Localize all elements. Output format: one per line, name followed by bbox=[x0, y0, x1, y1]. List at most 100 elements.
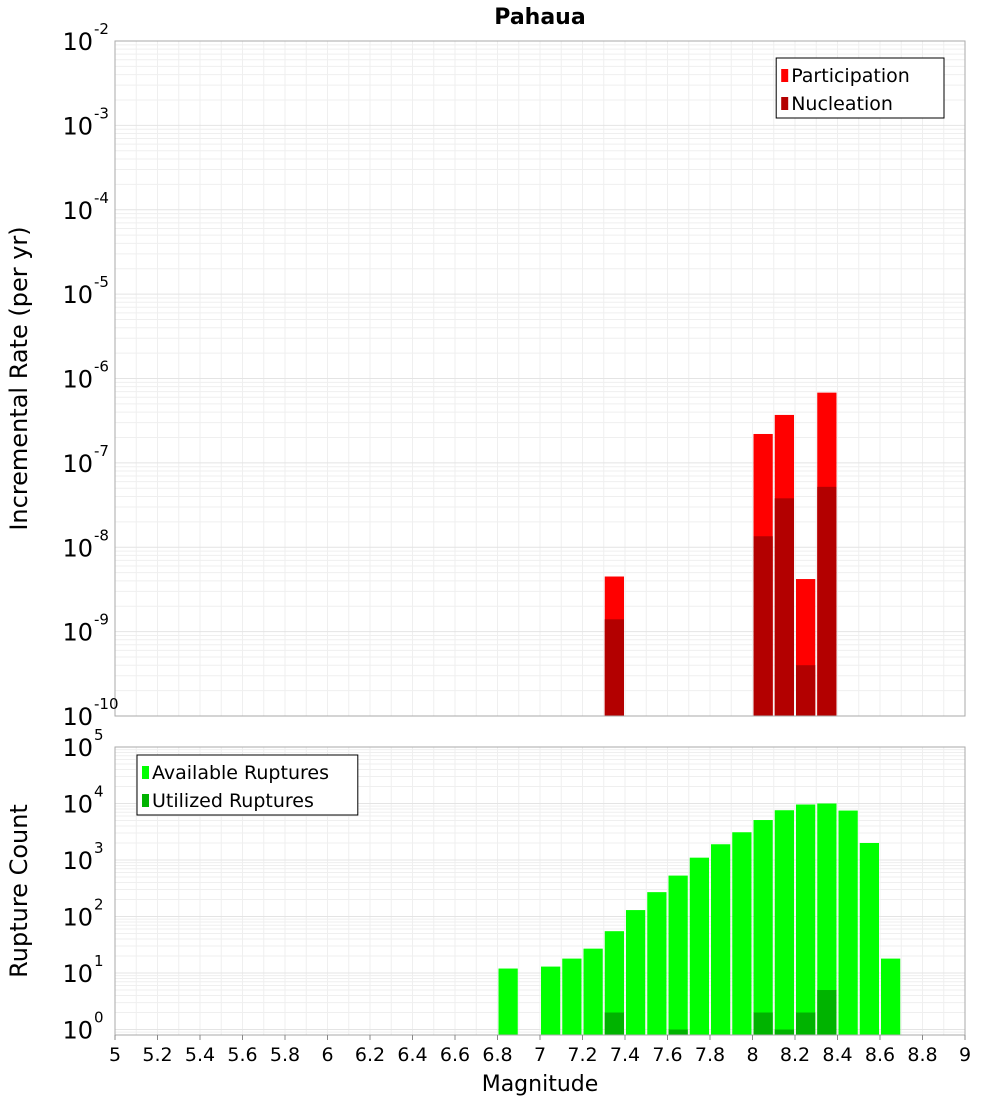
x-axis-label: Magnitude bbox=[482, 1072, 599, 1097]
bar[interactable] bbox=[711, 844, 731, 1035]
y-tick-exponent: 1 bbox=[94, 952, 104, 970]
bar[interactable] bbox=[604, 931, 624, 1035]
y-tick-label: 10 bbox=[62, 619, 93, 647]
bars bbox=[604, 392, 837, 716]
bar[interactable] bbox=[753, 536, 773, 716]
legend-box bbox=[136, 754, 359, 816]
y-tick-exponent: -2 bbox=[94, 20, 109, 38]
legend-swatch bbox=[781, 69, 789, 82]
x-ticks: 5 5.2 5.4 5.6 5.8 6 6.2 6.4 6.6 6.8 7 7.2 7.4 7.6 7.8 8… bbox=[109, 1035, 971, 1066]
x-tick-label: 6 bbox=[321, 1044, 333, 1066]
bar[interactable] bbox=[668, 1029, 688, 1035]
bar[interactable] bbox=[562, 958, 582, 1035]
y-tick-exponent: 4 bbox=[94, 783, 104, 801]
bar[interactable] bbox=[859, 843, 879, 1035]
y-tick-label: 10 bbox=[62, 960, 93, 988]
y-tick-label: 10 bbox=[62, 791, 93, 819]
y-tick-exponent: 0 bbox=[94, 1009, 104, 1027]
bar[interactable] bbox=[817, 990, 837, 1035]
grid bbox=[114, 40, 966, 717]
x-tick-label: 8.6 bbox=[865, 1044, 895, 1066]
x-tick-label: 6.2 bbox=[355, 1044, 385, 1066]
x-tick-label: 6.6 bbox=[440, 1044, 470, 1066]
series-2 bbox=[604, 486, 837, 716]
x-tick-label: 7.8 bbox=[695, 1044, 725, 1066]
bar[interactable] bbox=[668, 875, 688, 1035]
y-axis-label: Rupture Count bbox=[5, 804, 33, 978]
y-tick-label: 10 bbox=[62, 534, 93, 562]
x-tick-label: 7 bbox=[534, 1044, 546, 1066]
y-tick-exponent: 5 bbox=[94, 726, 104, 744]
bar[interactable] bbox=[774, 810, 794, 1035]
bar[interactable] bbox=[647, 892, 667, 1035]
legend-swatch bbox=[142, 794, 149, 807]
bar[interactable] bbox=[732, 832, 752, 1035]
y-tick-label: 10 bbox=[62, 366, 93, 394]
x-tick-label: 7.4 bbox=[610, 1044, 640, 1066]
y-tick-exponent: -6 bbox=[94, 358, 109, 376]
legend-label: Available Ruptures bbox=[152, 762, 329, 784]
bar[interactable] bbox=[753, 1012, 773, 1035]
y-tick-label: 10 bbox=[62, 1017, 93, 1045]
bar[interactable] bbox=[796, 804, 816, 1035]
y-tick-label: 10 bbox=[62, 450, 93, 478]
y-tick-label: 10 bbox=[62, 197, 93, 225]
x-tick-label: 7.2 bbox=[567, 1044, 597, 1066]
bars bbox=[498, 803, 901, 1035]
bar[interactable] bbox=[796, 665, 816, 716]
bar[interactable] bbox=[881, 958, 901, 1035]
bar[interactable] bbox=[626, 910, 646, 1035]
bar[interactable] bbox=[498, 968, 518, 1035]
x-tick-label: 5.6 bbox=[227, 1044, 257, 1066]
legend-label: Participation bbox=[791, 65, 910, 87]
bar[interactable] bbox=[689, 857, 709, 1035]
y-tick-exponent: 2 bbox=[94, 896, 104, 914]
legend: Available Ruptures Utilized Ruptures bbox=[136, 754, 359, 816]
bar[interactable] bbox=[817, 486, 837, 716]
y-tick-label: 10 bbox=[62, 112, 93, 140]
y-tick-exponent: -9 bbox=[94, 611, 109, 629]
bar[interactable] bbox=[604, 619, 624, 716]
bar[interactable] bbox=[774, 1029, 794, 1035]
y-tick-label: 10 bbox=[62, 904, 93, 932]
x-tick-label: 5.8 bbox=[270, 1044, 300, 1066]
y-tick-label: 10 bbox=[62, 281, 93, 309]
x-tick-label: 8.2 bbox=[780, 1044, 810, 1066]
legend: Participation Nucleation bbox=[775, 57, 945, 119]
chart-title: Pahaua bbox=[494, 5, 585, 30]
bar[interactable] bbox=[604, 1012, 624, 1035]
y-tick-exponent: 3 bbox=[94, 839, 104, 857]
x-tick-label: 9 bbox=[959, 1044, 971, 1066]
plot-border bbox=[114, 40, 966, 717]
bar[interactable] bbox=[541, 966, 561, 1035]
x-tick-label: 8.8 bbox=[907, 1044, 937, 1066]
bar[interactable] bbox=[753, 820, 773, 1035]
y-tick-exponent: -5 bbox=[94, 273, 109, 291]
bar[interactable] bbox=[838, 810, 858, 1035]
y-tick-label: 10 bbox=[62, 703, 93, 731]
y-tick-label: 10 bbox=[62, 734, 93, 762]
x-tick-label: 5 bbox=[109, 1044, 121, 1066]
y-tick-label: 10 bbox=[62, 847, 93, 875]
legend-label: Utilized Ruptures bbox=[152, 790, 314, 812]
y-tick-exponent: -7 bbox=[94, 442, 109, 460]
y-tick-exponent: -4 bbox=[94, 189, 109, 207]
x-tick-label: 6.8 bbox=[482, 1044, 512, 1066]
bar[interactable] bbox=[817, 803, 837, 1035]
series-2 bbox=[604, 990, 837, 1035]
x-tick-label: 6.4 bbox=[397, 1044, 427, 1066]
bar[interactable] bbox=[774, 498, 794, 716]
y-tick-exponent: -3 bbox=[94, 104, 109, 122]
x-tick-label: 8.4 bbox=[822, 1044, 852, 1066]
bar[interactable] bbox=[796, 1012, 816, 1035]
legend-label: Nucleation bbox=[791, 93, 893, 115]
x-tick-label: 8 bbox=[746, 1044, 758, 1066]
bar[interactable] bbox=[583, 948, 603, 1035]
legend-box bbox=[775, 57, 945, 119]
